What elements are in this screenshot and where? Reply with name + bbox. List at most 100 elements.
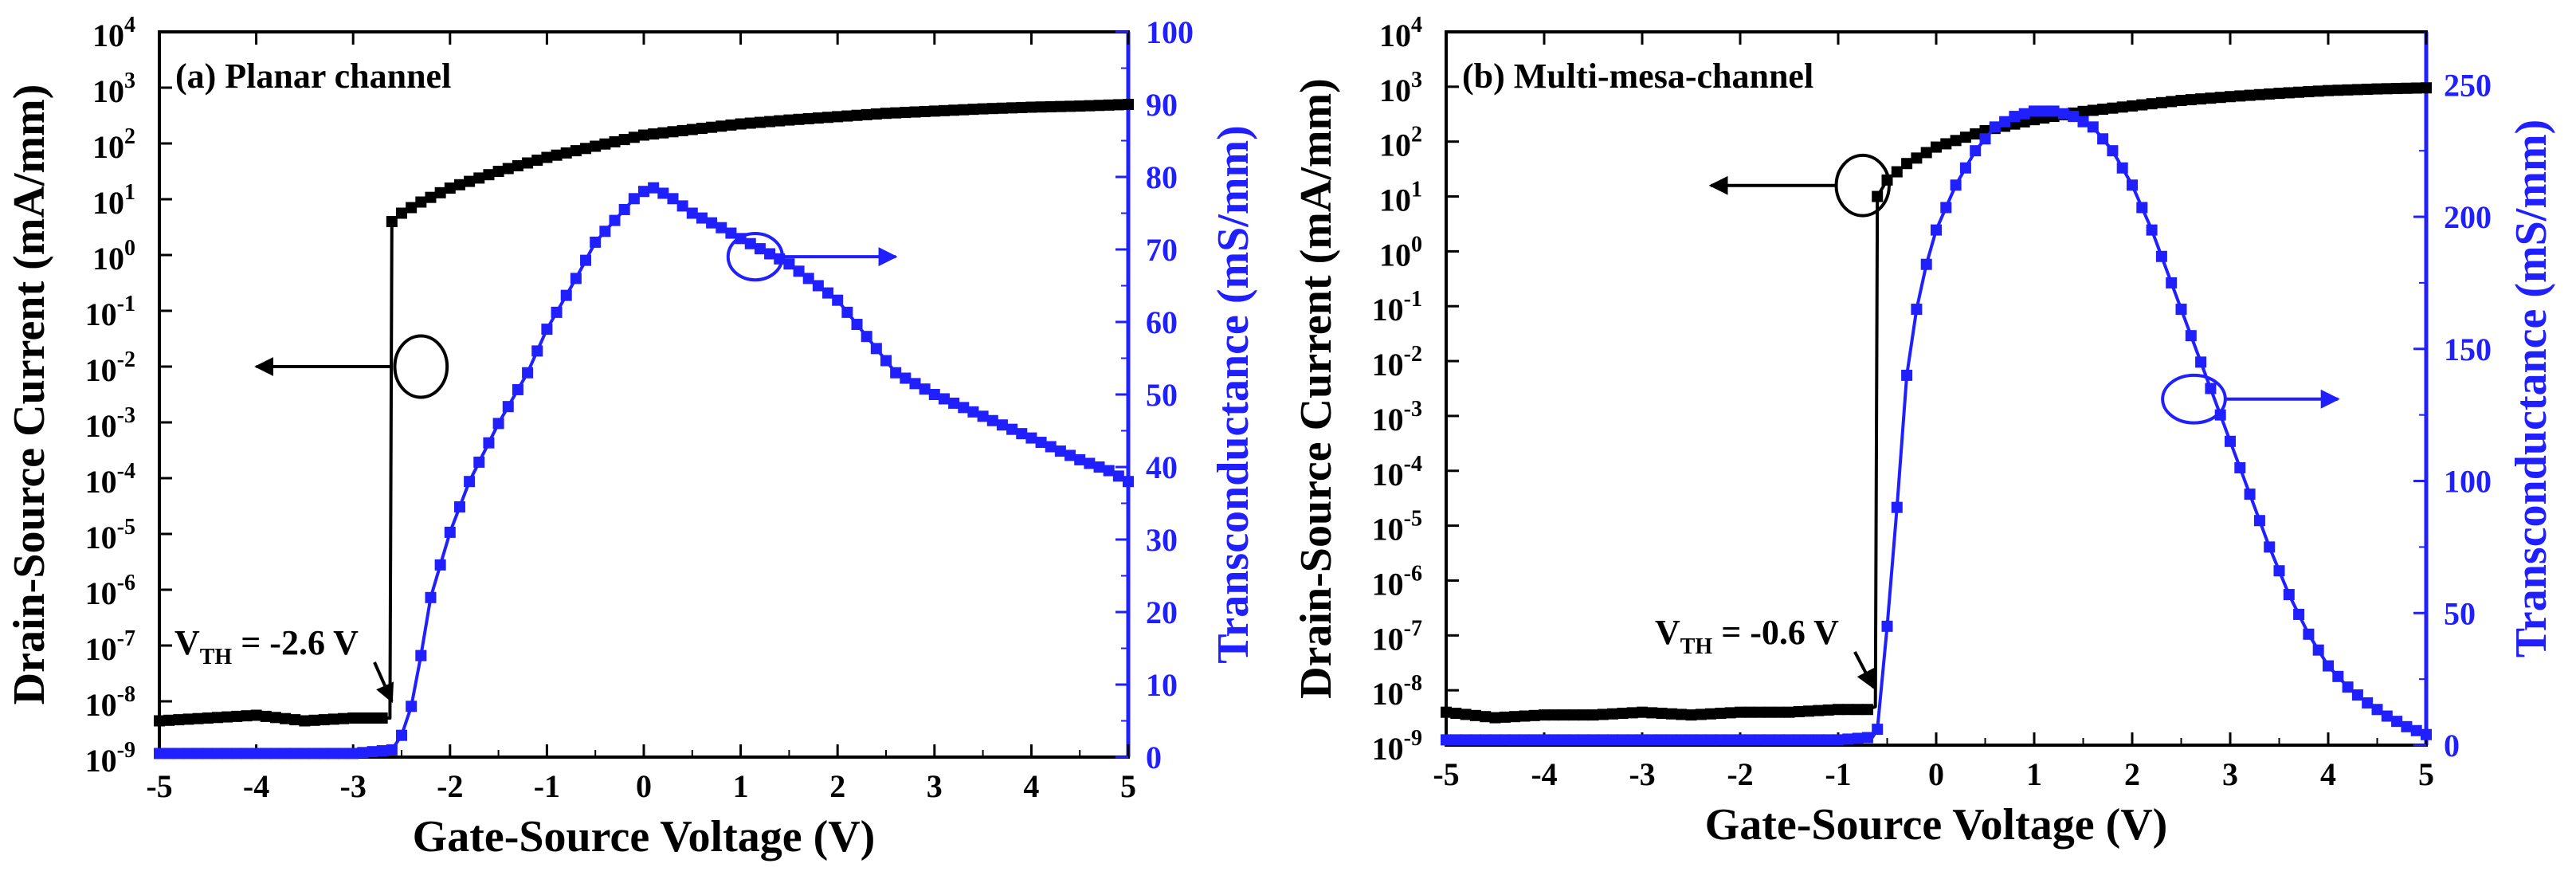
- y-left-tick-base: 10: [1372, 457, 1404, 493]
- data-point: [580, 143, 592, 155]
- data-point: [1499, 734, 1511, 746]
- data-point: [192, 712, 204, 724]
- data-point: [1480, 734, 1492, 746]
- data-point: [1940, 202, 1952, 214]
- y-right-tick-label: 0: [1146, 740, 1162, 775]
- series-line-drain-current: [1445, 86, 2427, 720]
- x-axis-label: Gate-Source Voltage (V): [1705, 800, 2168, 850]
- y-left-tick-label: 104: [1379, 13, 1422, 53]
- y-left-tick-base: 10: [92, 185, 124, 221]
- data-point: [2303, 86, 2315, 98]
- y-right-tick-label: 0: [2444, 728, 2460, 763]
- data-point: [318, 748, 330, 759]
- data-point: [453, 501, 465, 513]
- data-point: [2244, 89, 2256, 101]
- data-point: [1084, 100, 1096, 112]
- data-point: [590, 140, 602, 152]
- data-point: [551, 149, 563, 161]
- data-point: [1715, 708, 1727, 720]
- y-left-tick-base: 10: [1379, 183, 1411, 218]
- data-point: [1597, 734, 1609, 746]
- data-point: [744, 117, 756, 129]
- data-point: [2234, 90, 2246, 102]
- data-point: [822, 112, 834, 124]
- y-left-tick-exponent: -6: [1404, 561, 1422, 586]
- x-tick-label: -4: [243, 768, 269, 804]
- data-point: [1123, 476, 1134, 488]
- data-point: [2283, 87, 2295, 99]
- data-point: [2155, 96, 2167, 108]
- y-left-tick-label: 10-5: [1372, 507, 1422, 548]
- data-point: [1970, 145, 1982, 157]
- vth-symbol: V: [174, 623, 200, 662]
- data-point: [618, 203, 630, 215]
- vth-arrow: [373, 661, 394, 704]
- data-point: [986, 414, 998, 426]
- data-point: [919, 105, 931, 117]
- data-point: [1754, 706, 1766, 718]
- data-point: [1006, 102, 1018, 114]
- y-left-tick-exponent: 1: [124, 180, 135, 205]
- data-point: [1646, 734, 1658, 746]
- y-left-tick-label: 10-5: [85, 515, 135, 555]
- axis-indicator-ellipse: [2161, 373, 2227, 425]
- y-right-tick-label: 100: [2444, 464, 2492, 500]
- data-point: [1911, 152, 1923, 164]
- data-point: [2401, 82, 2413, 94]
- data-point: [832, 294, 844, 306]
- data-point: [2127, 100, 2138, 112]
- data-point: [2283, 589, 2295, 601]
- y-right-tick-label: 50: [2444, 595, 2476, 631]
- data-point: [783, 114, 795, 126]
- data-point: [570, 145, 582, 157]
- data-point: [2391, 83, 2403, 95]
- vth-label: VTH = -0.6 V: [1655, 613, 1839, 659]
- data-point: [2264, 88, 2276, 100]
- data-point: [2009, 111, 2021, 123]
- data-point: [870, 343, 882, 355]
- data-point: [1950, 135, 1962, 147]
- data-point: [2253, 88, 2265, 100]
- y-right-axis-label: Transconductance (mS/mm): [2507, 120, 2556, 658]
- y-left-tick-base: 10: [1372, 347, 1404, 383]
- data-point: [1803, 705, 1815, 717]
- data-point: [1763, 706, 1775, 718]
- y-left-tick-label: 10-1: [85, 292, 135, 332]
- data-point: [2273, 88, 2285, 100]
- vth-value: = -0.6 V: [1712, 613, 1839, 652]
- data-point: [1016, 428, 1028, 440]
- data-point: [1656, 708, 1668, 720]
- data-point: [182, 713, 194, 725]
- data-point: [890, 107, 902, 119]
- y-left-tick-exponent: -5: [1404, 507, 1422, 532]
- data-point: [289, 748, 301, 759]
- data-point: [338, 748, 350, 759]
- axis-indicator-ellipse: [393, 334, 449, 399]
- y-left-tick-label: 10-6: [1372, 561, 1422, 602]
- data-point: [1979, 133, 1991, 145]
- data-point: [386, 216, 398, 227]
- y-right-tick-label: 90: [1146, 87, 1178, 123]
- data-point: [1539, 709, 1550, 721]
- data-point: [1793, 706, 1805, 718]
- data-point: [1735, 706, 1746, 718]
- data-point: [1695, 708, 1707, 720]
- x-tick-label: -3: [1629, 756, 1655, 792]
- y-left-tick-label: 10-7: [85, 626, 135, 667]
- data-point: [512, 160, 523, 171]
- y-right-axis-label: Transconductance (mS/mm): [1209, 125, 1258, 664]
- data-point: [725, 227, 737, 239]
- y-left-tick-exponent: 2: [124, 124, 135, 149]
- data-point: [880, 108, 892, 120]
- y-right-tick-label: 50: [1146, 377, 1178, 413]
- y-left-tick-base: 10: [85, 743, 117, 779]
- data-point: [1676, 734, 1688, 746]
- data-point: [832, 111, 844, 123]
- data-point: [1637, 734, 1648, 746]
- data-point: [2312, 85, 2324, 97]
- data-point: [1123, 99, 1134, 110]
- data-point: [1920, 147, 1932, 159]
- y-left-tick-label: 10-9: [85, 738, 135, 779]
- data-point: [1074, 100, 1086, 112]
- x-tick-label: -3: [340, 768, 367, 804]
